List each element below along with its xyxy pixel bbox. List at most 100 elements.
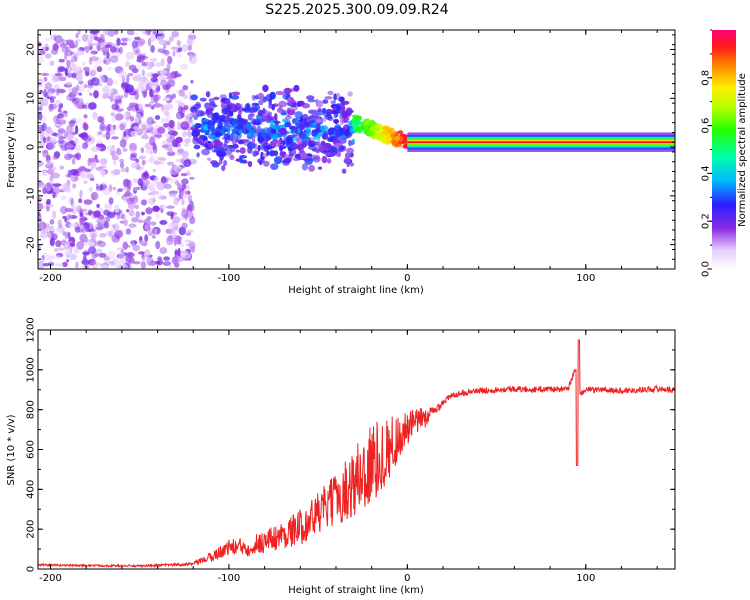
spectrogram-cell: [163, 122, 169, 128]
spectrogram-cell: [188, 240, 196, 250]
spectrogram-cell: [118, 46, 123, 55]
spectrogram-cell: [63, 130, 69, 138]
spectrogram-cell: [194, 123, 199, 131]
spectrogram-cell: [142, 222, 151, 232]
spectrogram-cell: [206, 107, 214, 115]
spectrogram-cell: [100, 264, 109, 269]
spectrogram-cell: [122, 241, 129, 250]
spectrogram-cell: [321, 155, 328, 164]
spectrogram-cell: [63, 52, 68, 61]
spectrogram-cell: [239, 156, 243, 164]
spectrogram-cell: [272, 140, 281, 144]
spectrogram-cell: [235, 149, 240, 153]
spectrogram-cell: [394, 136, 401, 141]
spectrogram-cell: [71, 86, 78, 95]
spectrogram-cell: [66, 259, 70, 263]
spectrogram-cell: [83, 237, 89, 243]
spectrogram-cell: [168, 36, 174, 42]
spectrogram-cell: [89, 92, 93, 96]
spectrogram-cell: [65, 207, 73, 213]
spectrogram-cell: [120, 167, 127, 173]
spectrogram-cell: [315, 127, 322, 133]
spectrogram-cell: [300, 152, 308, 160]
spectrogram-cell: [106, 77, 113, 87]
spectrogram-cell: [292, 143, 300, 150]
spectrogram-cell: [100, 125, 105, 130]
spectrogram-cell: [159, 69, 168, 75]
spectrogram-cell: [88, 258, 96, 266]
spectrogram-cell: [144, 252, 150, 259]
spectrogram-cell: [41, 46, 46, 56]
spectrogram-cell: [65, 149, 74, 154]
spectrogram-cell: [207, 122, 215, 130]
spectrogram-cell: [120, 81, 129, 89]
spectrogram-cell: [291, 117, 300, 125]
spectrogram-cell: [38, 56, 45, 63]
spectrogram-cell: [126, 252, 135, 258]
spectrogram-cell: [102, 85, 110, 94]
spectrogram-cell: [109, 55, 119, 63]
spectrogram-cell: [44, 37, 52, 42]
spectrogram-cell: [111, 103, 120, 110]
spectrogram-cell: [141, 183, 148, 188]
spectrogram-cell: [38, 182, 45, 188]
spectrogram-cell: [180, 121, 190, 130]
spectrogram-cell: [262, 107, 266, 115]
spectrogram-cell: [57, 128, 65, 134]
spectrogram-cell: [163, 111, 170, 117]
spectrogram-cell: [182, 85, 189, 91]
spectrogram-cell: [153, 206, 160, 211]
spectrogram-cell: [317, 107, 323, 112]
y-tick-label: 600: [26, 440, 37, 459]
spectrogram-cell: [100, 220, 105, 224]
spectrogram-cell: [131, 162, 139, 169]
spectrogram-cell: [137, 38, 146, 46]
spectrogram-cell: [39, 89, 43, 94]
spectrogram-cell: [180, 242, 184, 248]
spectrogram-cell: [60, 206, 68, 214]
spectrogram-cell: [75, 38, 81, 43]
spectrogram-cell: [177, 102, 186, 107]
spectrogram-cell: [201, 148, 211, 156]
spectrogram-cell: [381, 137, 386, 144]
spectrogram-cell: [51, 132, 58, 137]
spectrogram-cell: [327, 90, 334, 96]
spectrogram-cell: [135, 211, 141, 219]
spectrogram-y-ticks: 20 10 0 -10 -20: [26, 34, 675, 270]
spectrogram-cell: [64, 231, 69, 240]
spectrogram-cell: [78, 198, 83, 204]
spectrogram-cell: [153, 228, 158, 235]
spectrogram-cell: [289, 125, 296, 130]
spectrogram-cell: [174, 100, 183, 104]
spectrogram-cell: [165, 83, 171, 90]
spectrogram-cell: [62, 261, 68, 268]
spectrogram-cell: [269, 149, 276, 157]
spectrogram-cell: [71, 72, 77, 79]
spectrogram-content: [38, 30, 675, 269]
spectrogram-cell: [43, 223, 51, 231]
spectrogram-cell: [95, 186, 102, 191]
spectrogram-cell: [137, 168, 143, 173]
spectrogram-cell: [341, 100, 350, 105]
spectrogram-cell: [112, 92, 121, 100]
spectrogram-cell: [317, 140, 321, 148]
spectrogram-cell: [62, 215, 67, 220]
spectrogram-cell: [142, 159, 147, 166]
spectrogram-cell: [115, 234, 120, 240]
spectrogram-cell: [167, 222, 175, 230]
spectrogram-cell: [251, 106, 258, 113]
spectrogram-cell: [92, 42, 100, 47]
spectrogram-cell: [174, 222, 180, 227]
spectrogram-cell: [315, 149, 320, 154]
spectrogram-cell: [59, 205, 66, 213]
spectrogram-cell: [99, 233, 107, 238]
spectrogram-cell: [169, 265, 173, 269]
spectrogram-cell: [54, 73, 64, 77]
spectrogram-cell: [111, 102, 117, 109]
x-tick-label: -200: [39, 273, 62, 284]
colorbar-gradient: [712, 30, 736, 269]
spectrogram-cell: [159, 220, 168, 225]
spectrogram-cell: [61, 38, 65, 45]
spectrogram-cell: [45, 47, 49, 51]
spectrogram-cell: [171, 256, 178, 265]
